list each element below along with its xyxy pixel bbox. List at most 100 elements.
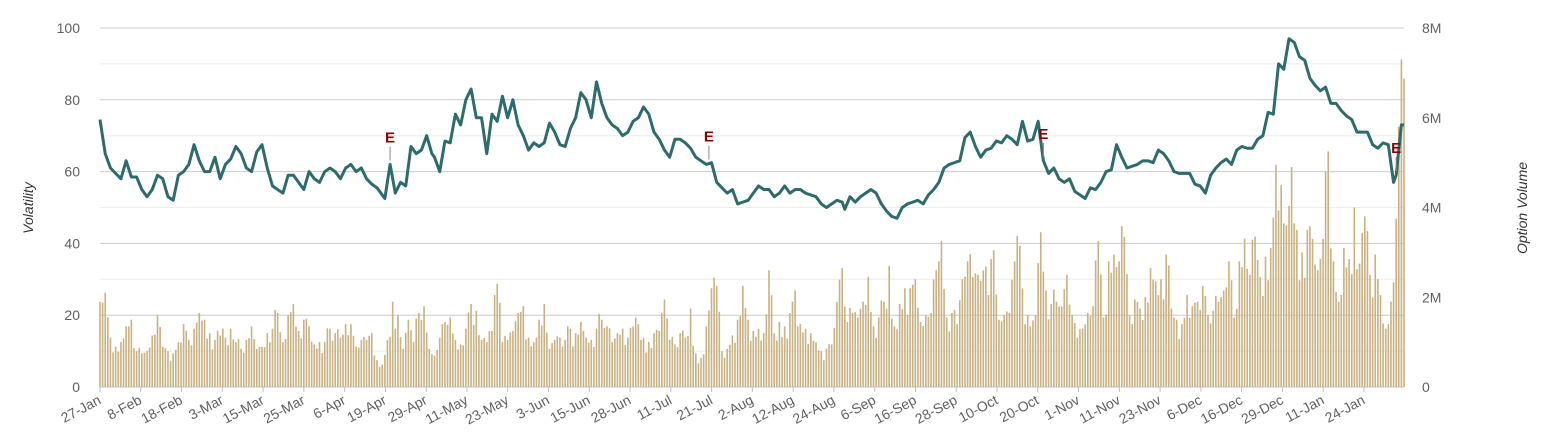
volume-bar [1053, 289, 1055, 387]
left-tick-label: 40 [64, 235, 80, 251]
volume-bar [1282, 223, 1285, 387]
volume-bar [1350, 274, 1353, 387]
volume-bar [540, 325, 543, 387]
volume-bar [1005, 311, 1008, 387]
volume-bar [370, 333, 373, 387]
x-tick-label: 11-Nov [1076, 392, 1122, 427]
volume-bar [1403, 78, 1405, 387]
volume-bar [951, 312, 953, 387]
volume-bar [99, 301, 101, 387]
volume-bar [561, 346, 564, 387]
volume-bar [880, 300, 883, 387]
earnings-marker-label: E [385, 129, 395, 146]
volume-bar [1204, 296, 1207, 387]
volume-bar [174, 349, 177, 387]
volume-bar [159, 326, 161, 387]
volume-bar [1366, 231, 1369, 387]
volume-bar [914, 279, 917, 387]
volume-bar [216, 330, 219, 387]
volume-bar [1228, 261, 1230, 387]
volume-bar [323, 342, 326, 388]
x-tick-label: 25-Mar [261, 391, 308, 426]
volume-bar [117, 351, 120, 387]
volume-bar [1178, 339, 1181, 387]
volume-bar [1301, 252, 1303, 388]
x-tick-label: 18-Feb [138, 391, 185, 426]
volume-bar [674, 344, 676, 387]
volume-bar [862, 301, 864, 387]
volume-bar [987, 295, 990, 387]
x-tick-label: 20-Oct [997, 391, 1042, 425]
volume-bar [877, 317, 880, 387]
volume-bar [875, 337, 877, 387]
volume-bar [1377, 279, 1379, 387]
volume-bar [148, 347, 151, 387]
volume-bar [783, 326, 786, 387]
volume-bar [407, 319, 410, 387]
volume-bar [883, 301, 885, 387]
volume-bar [653, 333, 655, 387]
volume-bar [389, 336, 391, 387]
volume-bar [363, 336, 365, 387]
volume-bar [927, 316, 930, 387]
volume-bar [211, 349, 214, 387]
volume-bar [1045, 290, 1047, 387]
x-tick-label: 16-Sep [872, 391, 920, 426]
volume-bar [535, 337, 538, 387]
volume-bar [1162, 299, 1165, 387]
volume-bar [580, 321, 582, 387]
volume-bar [974, 273, 977, 387]
volume-bar [501, 342, 504, 388]
volume-bar [425, 332, 428, 387]
volume-bar [789, 312, 791, 387]
volume-bar [1073, 322, 1076, 387]
earnings-marker-label: E [1038, 126, 1048, 143]
volume-bar [1303, 278, 1306, 387]
volume-bar [1288, 205, 1290, 387]
volume-bar [608, 328, 611, 387]
volume-bar [1324, 171, 1327, 387]
volume-bar [1068, 304, 1071, 387]
volume-bar [438, 337, 441, 387]
volume-bar [744, 307, 747, 387]
volume-bar [532, 342, 535, 388]
volume-bar [1316, 270, 1319, 387]
volume-bar [1298, 280, 1301, 387]
volume-bar [679, 333, 681, 387]
volume-bar [621, 328, 624, 387]
volume-bar [135, 351, 138, 387]
volume-bar [512, 330, 514, 387]
volume-bar [530, 346, 532, 387]
volume-bar [454, 339, 457, 387]
volume-bar [496, 283, 499, 387]
volume-bar [1165, 254, 1168, 387]
volume-bar [906, 314, 909, 387]
x-tick-label: 2-Aug [715, 392, 755, 424]
volume-bar [1285, 225, 1288, 387]
volume-bar [1384, 328, 1387, 387]
volume-bar [1194, 302, 1196, 387]
volume-bar [161, 346, 164, 387]
volume-bar [1225, 287, 1228, 387]
volume-bar [1311, 238, 1314, 387]
volume-bar [1000, 321, 1003, 387]
volume-bar [911, 284, 914, 387]
volume-bar [765, 314, 768, 387]
volume-bar [1322, 238, 1324, 387]
volume-bar [255, 348, 258, 387]
volume-bar [206, 338, 208, 387]
earnings-marker-label: E [704, 129, 714, 146]
volume-bar [1371, 297, 1374, 387]
volume-bar [893, 326, 896, 387]
volume-bar [227, 345, 229, 387]
volume-bar [566, 326, 569, 387]
x-tick-label: 23-Nov [1116, 392, 1163, 427]
volume-bar [514, 321, 517, 387]
volume-bar [378, 366, 381, 387]
volume-bar [180, 342, 182, 387]
volume-bar [1249, 274, 1251, 387]
volume-bar [504, 336, 506, 387]
volume-bar [776, 340, 778, 387]
volume-bar [836, 301, 838, 387]
volume-bar [833, 327, 836, 387]
